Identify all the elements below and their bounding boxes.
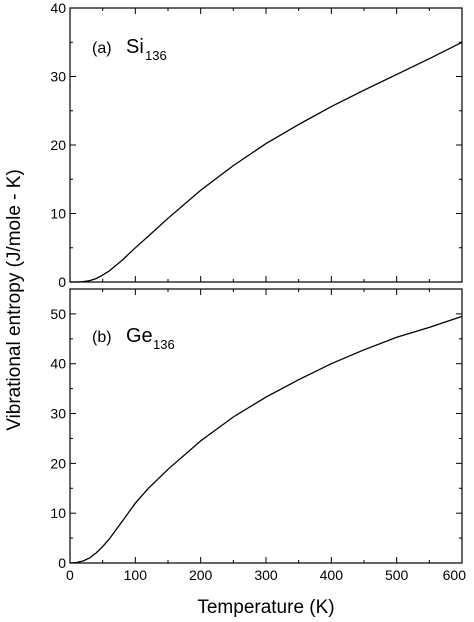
panel-subscript: 136 xyxy=(145,48,167,63)
y-tick-label: 20 xyxy=(50,137,66,153)
x-tick-label: 300 xyxy=(254,567,278,583)
x-tick-label: 100 xyxy=(124,567,148,583)
y-tick-label: 50 xyxy=(50,306,66,322)
y-tick-label: 40 xyxy=(50,0,66,16)
x-tick-label: 200 xyxy=(189,567,213,583)
y-tick-label: 0 xyxy=(58,274,66,290)
y-tick-label: 10 xyxy=(50,505,66,521)
entropy-curve xyxy=(70,41,463,283)
y-tick-label: 30 xyxy=(50,69,66,85)
panel-subscript: 136 xyxy=(153,337,175,352)
entropy-curve xyxy=(69,315,463,564)
x-tick-label: 0 xyxy=(66,567,74,583)
panel-label: (a) xyxy=(92,40,112,57)
panel-symbol: Si xyxy=(126,36,144,58)
y-tick-label: 0 xyxy=(58,555,66,571)
y-tick-label: 10 xyxy=(50,206,66,222)
y-tick-label: 20 xyxy=(50,455,66,471)
y-tick-label: 40 xyxy=(50,356,66,372)
panel-symbol: Ge xyxy=(126,325,153,347)
x-tick-label: 600 xyxy=(443,567,467,583)
y-axis-title: Vibrational entropy (J/mole - K) xyxy=(4,169,25,431)
panel-a: 0 10 20 30 40 (a) Si 136 xyxy=(50,0,463,290)
y-tick-label: 30 xyxy=(50,406,66,422)
x-tick-label: 500 xyxy=(385,567,409,583)
x-tick-label: 400 xyxy=(320,567,344,583)
x-axis-title: Temperature (K) xyxy=(197,597,334,618)
panel-label: (b) xyxy=(92,329,112,346)
